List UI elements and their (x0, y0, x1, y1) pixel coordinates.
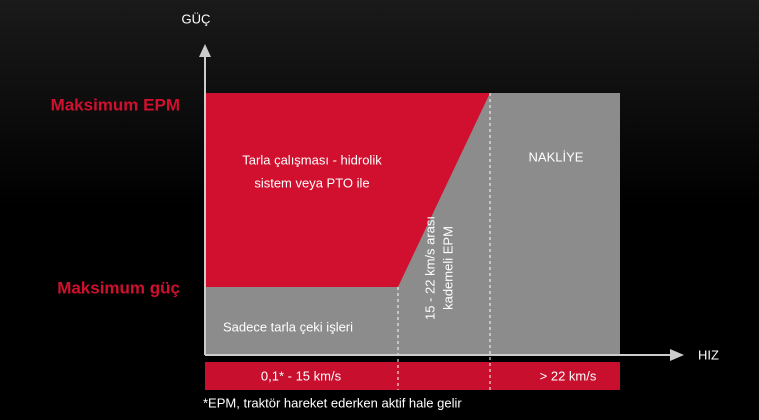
speed-label: > 22 km/s (540, 368, 597, 383)
y-axis-label: GÜÇ (182, 11, 211, 26)
speed-label: 0,1* - 15 km/s (261, 368, 342, 383)
speed-bar (205, 362, 620, 390)
level-label: Maksimum EPM (51, 95, 180, 114)
footnote: *EPM, traktör hareket ederken aktif hale… (203, 395, 462, 410)
x-axis-label: HIZ (698, 347, 719, 362)
region-label: sistem veya PTO ile (254, 175, 369, 190)
level-label: Maksimum güç (57, 278, 180, 297)
red-area (205, 93, 490, 287)
region-label: Tarla çalışması - hidrolik (242, 152, 382, 167)
x-arrow (670, 349, 684, 361)
region-label: NAKLİYE (529, 149, 584, 164)
region-label: kademeli EPM (440, 226, 455, 310)
region-label: Sadece tarla çeki işleri (223, 319, 353, 334)
region-label: 15 - 22 km/s arası (422, 216, 437, 320)
y-arrow (199, 44, 211, 57)
